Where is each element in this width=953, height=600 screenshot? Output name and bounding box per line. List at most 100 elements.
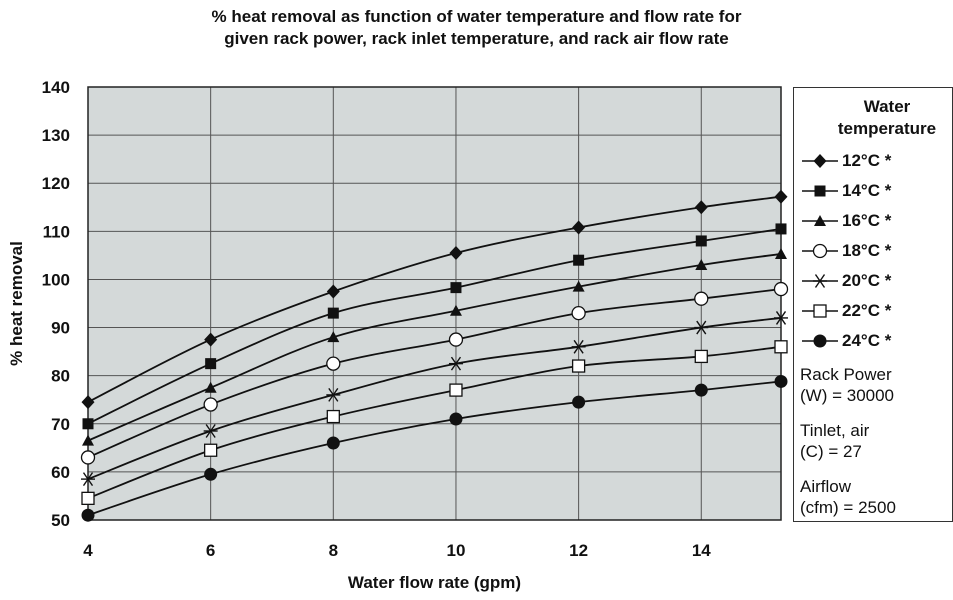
data-point — [326, 284, 340, 299]
data-point — [573, 254, 585, 266]
legend-entry: 22°C * — [800, 296, 891, 326]
x-tick-label: 10 — [447, 541, 466, 560]
data-point — [326, 436, 340, 450]
y-tick-label: 110 — [43, 222, 70, 241]
chart-title-line-1: % heat removal as function of water temp… — [211, 7, 742, 26]
x-tick-label: 4 — [83, 541, 93, 560]
legend-marker — [814, 215, 826, 226]
legend-swatch — [802, 243, 838, 259]
legend-entry: 24°C * — [800, 326, 891, 356]
plot-frame — [87, 86, 782, 521]
data-point — [572, 220, 586, 235]
data-point — [204, 443, 218, 457]
data-point — [327, 331, 340, 343]
param-inlet-temperature: Tinlet, air (C) = 27 — [800, 420, 869, 462]
y-tick-label: 140 — [42, 78, 70, 97]
data-point — [695, 235, 707, 247]
legend-swatch — [802, 334, 838, 348]
y-tick-label: 70 — [51, 415, 70, 434]
legend-marker — [813, 334, 827, 348]
y-tick-label: 80 — [51, 367, 70, 386]
legend-title: Water temperature — [794, 96, 952, 140]
x-tick-label: 14 — [692, 541, 711, 560]
param-rack-power-value: (W) = 30000 — [800, 386, 895, 405]
data-point — [82, 434, 94, 446]
y-tick-label: 60 — [51, 463, 70, 482]
y-tick-label: 90 — [51, 319, 70, 338]
legend-entries: 12°C * 14°C * 16°C * 18°C * 20°C * 22°C * 24°C… — [800, 146, 891, 356]
series-2 — [82, 223, 787, 430]
legend-marker — [813, 304, 827, 318]
data-point — [694, 291, 709, 306]
data-point — [203, 424, 218, 438]
data-point — [695, 259, 708, 271]
x-tick-label: 12 — [569, 541, 588, 560]
legend-label: 18°C * — [842, 241, 892, 260]
y-tick-label: 130 — [42, 126, 70, 145]
legend-entry: 18°C * — [800, 236, 891, 266]
data-point — [80, 450, 96, 465]
legend-label: 24°C * — [842, 331, 892, 350]
data-point — [694, 349, 708, 364]
data-point — [774, 340, 788, 354]
legend-label: 22°C * — [842, 301, 892, 320]
data-point — [773, 281, 789, 297]
param-airflow: Airflow (cfm) = 2500 — [800, 476, 896, 518]
data-point — [450, 282, 462, 294]
param-rack-power: Rack Power (W) = 30000 — [800, 364, 894, 406]
data-point — [203, 397, 218, 412]
y-axis-label: % heat removal — [7, 241, 26, 366]
legend-swatch — [802, 185, 838, 197]
data-point — [774, 374, 788, 388]
data-point — [81, 508, 95, 522]
legend-title-line-2: temperature — [837, 119, 937, 138]
param-airflow-value: (cfm) = 2500 — [800, 498, 896, 517]
data-point — [204, 381, 217, 393]
param-rack-power-label: Rack Power — [800, 365, 892, 384]
data-point — [326, 388, 341, 402]
series-4 — [80, 281, 789, 465]
data-point — [694, 320, 709, 335]
data-point — [204, 467, 218, 481]
x-axis-label: Water flow rate (gpm) — [348, 573, 521, 592]
legend-label: 20°C * — [842, 271, 892, 290]
legend-marker — [813, 274, 827, 288]
data-point — [205, 358, 217, 370]
legend-swatch — [802, 274, 838, 288]
series-5 — [81, 311, 788, 487]
data-point — [572, 395, 586, 409]
legend-marker — [814, 185, 826, 197]
legend-marker — [813, 154, 827, 168]
data-point — [571, 305, 586, 321]
y-tick-label: 100 — [42, 270, 70, 289]
data-point — [81, 491, 95, 506]
legend-marker — [812, 243, 828, 259]
data-point — [327, 307, 339, 319]
legend-label: 12°C * — [842, 151, 892, 170]
chart-title-line-2: given rack power, rack inlet temperature… — [224, 29, 729, 48]
data-point — [326, 356, 341, 371]
legend-label: 14°C * — [842, 181, 892, 200]
legend-entry: 12°C * — [800, 146, 891, 176]
data-point — [448, 356, 463, 371]
data-point — [775, 223, 787, 235]
legend-swatch — [802, 304, 838, 318]
data-point — [774, 189, 788, 204]
legend-title-line-1: Water — [863, 97, 911, 116]
y-tick-label: 50 — [51, 511, 70, 530]
legend-entry: 14°C * — [800, 176, 891, 206]
param-inlet-temperature-label: Tinlet, air — [800, 421, 870, 440]
data-point — [449, 245, 463, 260]
series-3 — [82, 247, 787, 446]
param-airflow-label: Airflow — [800, 477, 852, 496]
x-tick-label: 8 — [329, 541, 338, 560]
x-tick-label: 6 — [206, 541, 215, 560]
data-point — [449, 383, 463, 397]
data-point — [571, 339, 586, 354]
data-point — [448, 332, 464, 347]
legend: Water temperature 12°C * 14°C * 16°C * 18°C… — [793, 87, 953, 522]
data-point — [774, 311, 788, 325]
series-6 — [81, 340, 788, 506]
data-point — [81, 395, 95, 410]
